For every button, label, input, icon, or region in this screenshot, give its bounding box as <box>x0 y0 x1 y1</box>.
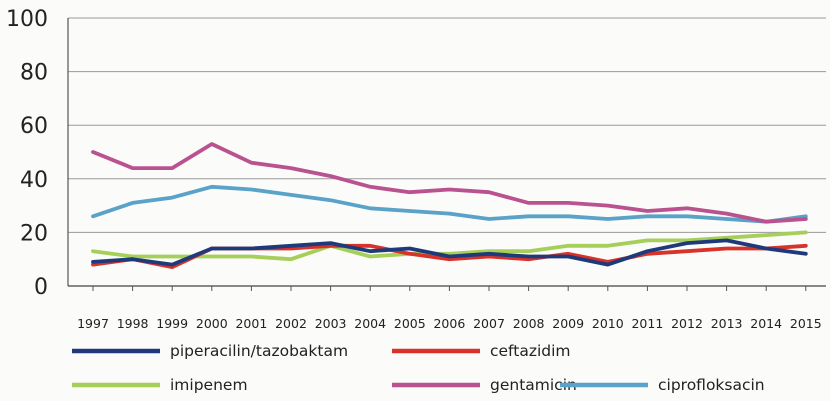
legend-label: ceftazidim <box>490 342 571 360</box>
x-tick-label: 1997 <box>77 316 109 331</box>
x-tick-label: 2004 <box>354 316 386 331</box>
x-tick-label: 2005 <box>394 316 426 331</box>
legend-label: imipenem <box>170 376 248 394</box>
x-tick-label: 2012 <box>671 316 703 331</box>
series-line-gentamicin <box>91 142 808 224</box>
legend-item-gentamicin: gentamicin <box>392 376 577 394</box>
x-tick-label: 2015 <box>790 316 822 331</box>
x-tick-label: 2008 <box>513 316 545 331</box>
series-line-piperacilin-tazobaktam <box>91 238 808 267</box>
x-tick-label: 1999 <box>156 316 188 331</box>
series-line-ciprofloksacin <box>91 184 808 224</box>
x-tick-label: 2001 <box>235 316 267 331</box>
y-tick-label: 40 <box>20 168 48 193</box>
x-tick-label: 2000 <box>196 316 228 331</box>
x-tick-label: 2013 <box>711 316 743 331</box>
y-tick-label: 0 <box>34 275 48 300</box>
legend-item-imipenem: imipenem <box>72 376 248 394</box>
y-tick-label: 80 <box>20 61 48 86</box>
x-axis-ticks: 1997 1998 1999 2000 2001 2002 2003 2004 2005 2006… <box>77 286 822 331</box>
x-tick-label: 2007 <box>473 316 505 331</box>
x-tick-label: 2009 <box>552 316 584 331</box>
x-tick-label: 2003 <box>315 316 347 331</box>
series-line-imipenem <box>91 230 808 262</box>
y-tick-label: 60 <box>20 114 48 139</box>
axes <box>67 18 826 287</box>
y-tick-label: 100 <box>6 7 48 32</box>
legend-item-piperacilin-tazobaktam: piperacilin/tazobaktam <box>72 342 348 360</box>
legend-label: ciprofloksacin <box>658 376 765 394</box>
x-tick-label: 2014 <box>750 316 782 331</box>
legend-item-ceftazidim: ceftazidim <box>392 342 571 360</box>
x-tick-label: 2006 <box>433 316 465 331</box>
legend-label: piperacilin/tazobaktam <box>170 342 348 360</box>
x-tick-label: 2002 <box>275 316 307 331</box>
x-tick-label: 1998 <box>117 316 149 331</box>
legend: piperacilin/tazobaktam ceftazidim imipenem… <box>72 342 765 394</box>
legend-label: gentamicin <box>490 376 577 394</box>
legend-item-ciprofloksacin: ciprofloksacin <box>560 376 765 394</box>
gridlines <box>68 17 826 233</box>
x-tick-label: 2010 <box>592 316 624 331</box>
y-tick-label: 20 <box>20 221 48 246</box>
y-axis-ticks: 0 20 40 60 80 100 <box>6 7 48 300</box>
x-tick-label: 2011 <box>631 316 663 331</box>
series-lines <box>91 142 808 270</box>
